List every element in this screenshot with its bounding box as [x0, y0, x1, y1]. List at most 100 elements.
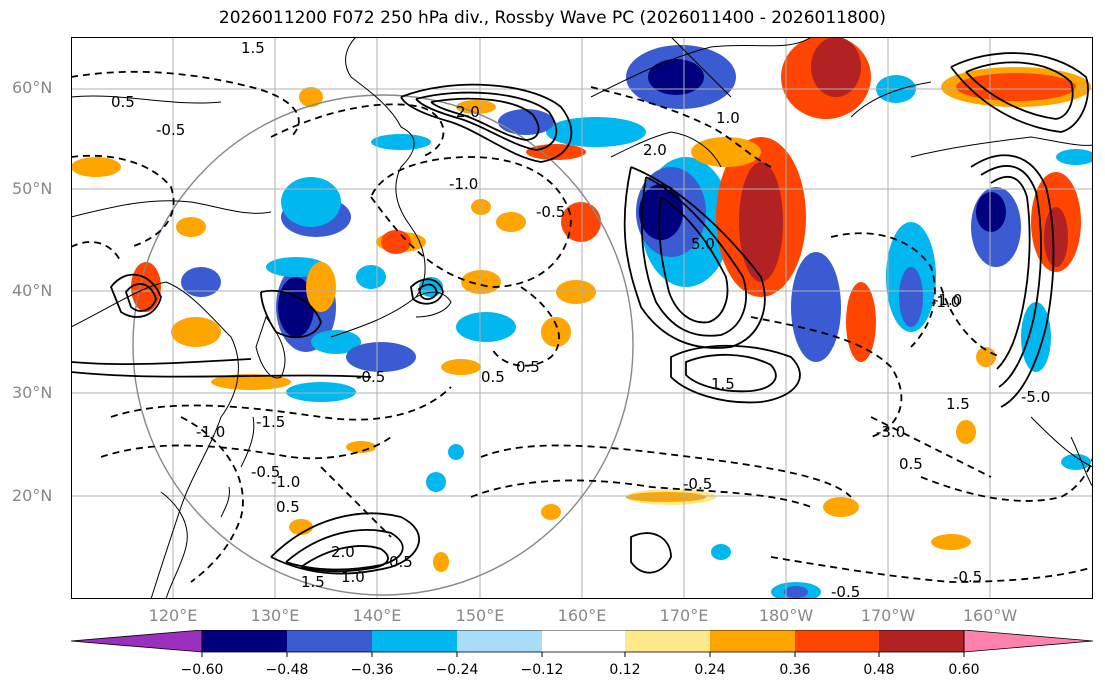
colorbar-segment: [372, 630, 457, 652]
shade-blob: [811, 37, 861, 97]
shade-blob: [496, 212, 526, 232]
shade-blob: [211, 374, 291, 390]
contour-label: -1.0: [196, 423, 225, 441]
shade-blob: [956, 73, 1076, 101]
domain-circle: [132, 94, 634, 596]
shade-blob: [448, 444, 464, 460]
lon-label-180w: 180°W: [758, 606, 814, 625]
colorbar-label: 0.24: [694, 662, 726, 678]
contour-label: 0.5: [516, 358, 540, 376]
contours-thin: [71, 37, 1093, 468]
shade-blob: [498, 109, 554, 135]
colorbar-segment: [202, 630, 287, 652]
shade-blob: [823, 497, 859, 517]
shade-blob: [381, 230, 411, 254]
contour-label: 1.5: [301, 573, 325, 591]
contours-solid: [71, 52, 1089, 575]
shade-blob: [626, 492, 706, 502]
shade-blob: [441, 359, 481, 375]
shade-blob: [171, 317, 221, 347]
lon-label-160w: 160°W: [962, 606, 1018, 625]
contour-label: -3.0: [876, 423, 905, 441]
contour-labels: 1.5 0.5 -0.5 -1.0 2.0 5.0 -0.5 -1.0 1.0 …: [111, 39, 1050, 599]
colorbar: [71, 630, 1094, 657]
contour-label: -0.5: [356, 368, 385, 386]
contour-label: -5.0: [1021, 388, 1050, 406]
contour-label: -1.0: [933, 291, 962, 309]
lon-label-170w: 170°W: [860, 606, 916, 625]
shade-blob: [691, 137, 761, 167]
map-panel: 1.5 0.5 -0.5 -1.0 2.0 5.0 -0.5 -1.0 1.0 …: [71, 37, 1093, 599]
shade-blob: [976, 192, 1006, 232]
contour-label: 0.5: [481, 368, 505, 386]
contour-label: 5.0: [691, 235, 715, 253]
shade-blob: [711, 544, 731, 560]
colorbar-segment: [963, 630, 1094, 653]
shade-blob: [471, 199, 491, 215]
colorbar-label: −0.12: [520, 662, 564, 678]
contour-label: -0.5: [831, 583, 860, 599]
contour-label: -1.0: [271, 473, 300, 491]
shade-blob: [784, 586, 808, 598]
shade-blob: [546, 117, 646, 147]
shade-blob: [639, 184, 683, 240]
coastlines: [71, 37, 1093, 599]
shade-blob: [931, 534, 971, 550]
shade-blob: [1056, 149, 1093, 165]
shade-blob: [299, 87, 323, 107]
shade-blob: [846, 282, 876, 362]
graticule: [71, 37, 1093, 599]
shade-blob: [1021, 302, 1051, 372]
map-frame: [71, 37, 1093, 599]
contours-dashed: [71, 70, 1093, 583]
contour-label: -1.0: [931, 293, 960, 311]
contour-label: -0.5: [536, 203, 565, 221]
contour-label: -0.5: [683, 475, 712, 493]
shade-blob: [739, 162, 783, 282]
lon-label-130e: 130°E: [250, 606, 300, 625]
contour-label: -0.5: [156, 121, 185, 139]
shade-blob: [71, 157, 121, 177]
lat-label-40n: 40°N: [12, 281, 53, 300]
shade-blob: [461, 270, 501, 294]
shade-blob: [456, 312, 516, 342]
shade-blob: [541, 504, 561, 520]
contour-label: 2.0: [456, 103, 480, 121]
contour-label: 1.0: [716, 109, 740, 127]
shade-blob: [346, 441, 376, 453]
contour-label: 0.5: [899, 455, 923, 473]
contour-label: -0.5: [953, 568, 982, 586]
colorbar-label: −0.60: [180, 662, 224, 678]
contour-label: 1.5: [241, 39, 265, 57]
shade-blob: [289, 519, 313, 535]
map-title: 2026011200 F072 250 hPa div., Rossby Wav…: [218, 8, 887, 28]
colorbar-label: 0.60: [948, 662, 980, 678]
lon-label-140e: 140°E: [352, 606, 402, 625]
lon-label-160e: 160°E: [557, 606, 607, 625]
shade-blob: [956, 420, 976, 444]
contour-label: 1.5: [711, 375, 735, 393]
shade-blob: [371, 134, 431, 150]
shade-blob: [433, 552, 449, 572]
lat-label-20n: 20°N: [12, 486, 53, 505]
contour-label: 1.0: [341, 568, 365, 586]
colorbar-segment: [710, 630, 795, 652]
contour-label: -1.5: [256, 413, 285, 431]
colorbar-segment: [457, 630, 542, 652]
contour-label: 2.0: [643, 141, 667, 159]
shade-blob: [281, 177, 341, 227]
lon-label-120e: 120°E: [148, 606, 198, 625]
lat-label-30n: 30°N: [12, 383, 53, 402]
colorbar-label: −0.36: [350, 662, 394, 678]
shade-blob: [181, 267, 221, 297]
contour-label: 0.5: [111, 93, 135, 111]
contour-label: 0.5: [276, 498, 300, 516]
shade-blob: [556, 280, 596, 304]
colorbar-segment: [542, 630, 625, 652]
contour-label: -1.0: [449, 175, 478, 193]
lat-label-50n: 50°N: [12, 179, 53, 198]
contour-label: 0.5: [389, 553, 413, 571]
colorbar-segment: [625, 630, 710, 652]
lat-label-60n: 60°N: [12, 78, 53, 97]
shade-blob: [526, 144, 586, 160]
